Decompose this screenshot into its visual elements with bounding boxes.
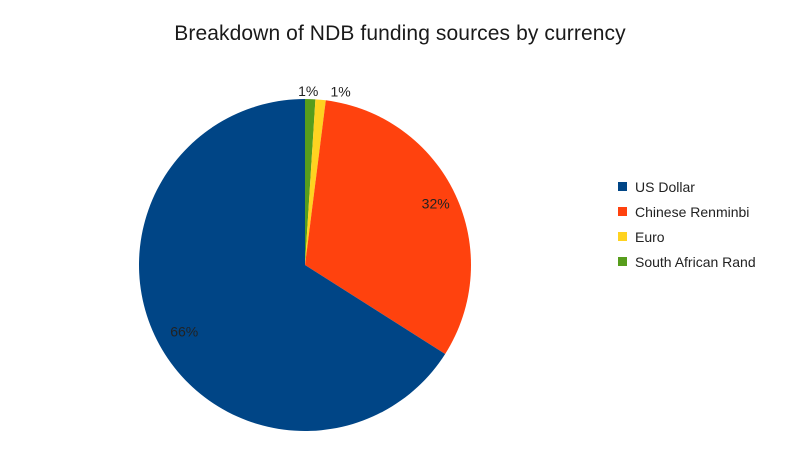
pie-slice-us-dollar (138, 99, 446, 431)
legend-swatch (618, 257, 627, 266)
legend: US Dollar Chinese Renminbi Euro South Af… (618, 174, 756, 274)
data-label: 32% (422, 196, 450, 212)
legend-item-us-dollar: US Dollar (618, 174, 756, 199)
pie-slices (138, 99, 471, 431)
legend-label: Euro (635, 228, 665, 245)
legend-label: US Dollar (635, 178, 695, 195)
legend-item-euro: Euro (618, 224, 756, 249)
legend-swatch (618, 232, 627, 241)
pie-slice-south-african-rand (305, 99, 316, 265)
chart-title: Breakdown of NDB funding sources by curr… (174, 22, 626, 45)
legend-swatch (618, 182, 627, 191)
legend-label: Chinese Renminbi (635, 203, 750, 220)
data-label: 1% (331, 84, 351, 100)
legend-item-chinese-renminbi: Chinese Renminbi (618, 199, 756, 224)
legend-label: South African Rand (635, 253, 756, 270)
pie-slice-chinese-renminbi (305, 100, 471, 354)
pie-labels: 66% 32% 1% 1% (170, 83, 449, 339)
legend-item-south-african-rand: South African Rand (618, 249, 756, 274)
data-label: 66% (170, 323, 198, 339)
pie-slice-euro (305, 99, 326, 265)
legend-swatch (618, 207, 627, 216)
data-label: 1% (298, 83, 318, 99)
